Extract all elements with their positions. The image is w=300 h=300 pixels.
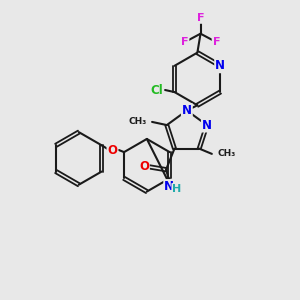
- Text: F: F: [213, 37, 220, 47]
- Text: N: N: [164, 180, 174, 193]
- Text: CH₃: CH₃: [217, 149, 236, 158]
- Text: CH₃: CH₃: [129, 117, 147, 126]
- Text: F: F: [197, 13, 204, 23]
- Text: H: H: [172, 184, 181, 194]
- Text: N: N: [182, 104, 192, 117]
- Text: Cl: Cl: [150, 83, 163, 97]
- Text: O: O: [139, 160, 149, 173]
- Text: O: O: [107, 143, 118, 157]
- Text: N: N: [215, 59, 225, 72]
- Text: F: F: [181, 37, 188, 47]
- Text: N: N: [202, 118, 212, 132]
